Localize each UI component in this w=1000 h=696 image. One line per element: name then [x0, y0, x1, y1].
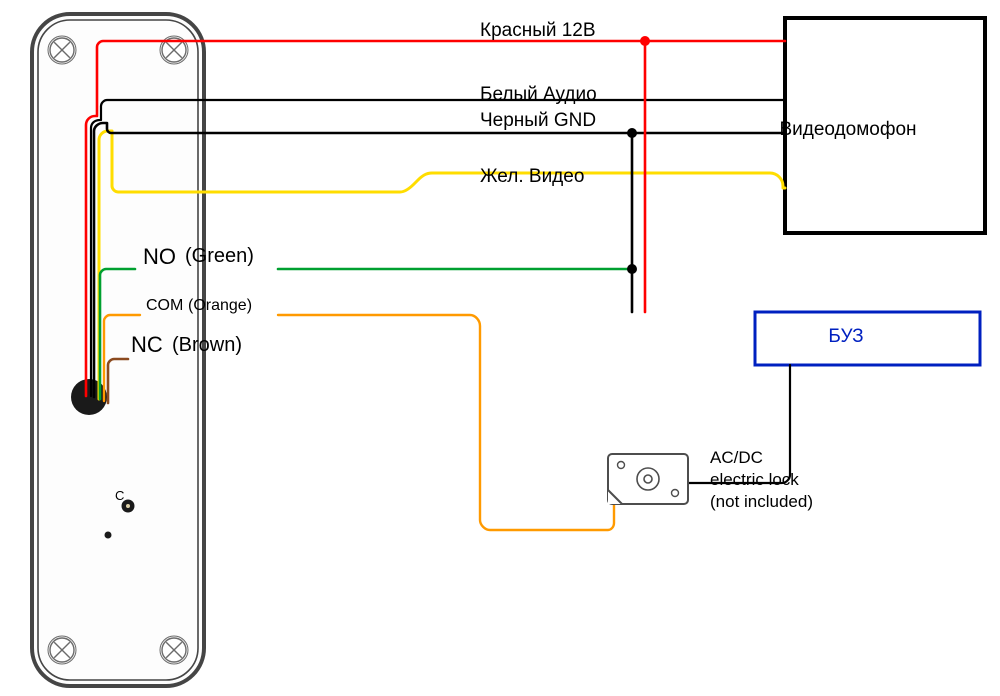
label-com-orange-l: COM	[146, 297, 183, 314]
label-red-12v: Красный 12В	[480, 20, 596, 41]
device-hole-c-label: C	[115, 488, 124, 503]
label-no-green-r: (Green)	[185, 245, 254, 267]
label-lock-l1: AC/DC	[710, 448, 763, 467]
label-nc-brown-l: NC	[131, 332, 163, 357]
device-screw	[48, 636, 76, 664]
electric-lock-icon	[608, 454, 688, 504]
label-buz: БУЗ	[828, 326, 863, 347]
device-hole-small	[105, 532, 112, 539]
junction-dot	[627, 264, 637, 274]
label-video-intercom: Видеодомофон	[779, 119, 916, 140]
wire-hub	[71, 379, 107, 415]
junction-dot-red	[640, 36, 650, 46]
device-screw	[48, 36, 76, 64]
label-lock-l2: electric lock	[710, 470, 799, 489]
buz-box	[755, 312, 980, 365]
label-yellow-video: Жел. Видео	[480, 166, 584, 187]
label-white-audio: Белый Аудио	[480, 84, 597, 105]
label-lock-l3: (not included)	[710, 492, 813, 511]
junction-dot	[627, 128, 637, 138]
label-com-orange-r: (Orange)	[188, 297, 252, 314]
label-nc-brown-r: (Brown)	[172, 334, 242, 356]
label-no-green-l: NO	[143, 244, 176, 269]
device-screw	[160, 636, 188, 664]
wiring-diagram: C Красный 12В Белый Аудио Черный GND Жел. В…	[0, 0, 1000, 696]
label-black-gnd: Черный GND	[480, 110, 596, 131]
